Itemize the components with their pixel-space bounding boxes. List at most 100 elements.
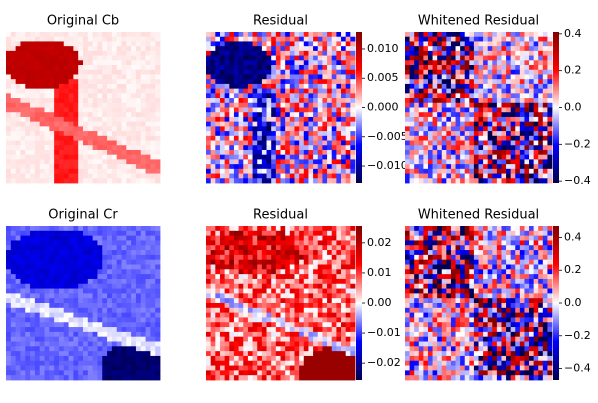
heatmap-cell — [419, 60, 424, 65]
heatmap-cell — [126, 145, 131, 150]
heatmap-cell — [267, 60, 272, 65]
heatmap-cell — [78, 332, 83, 337]
heatmap-cell — [220, 108, 225, 113]
heatmap-cell — [83, 70, 88, 75]
heatmap-cell — [136, 255, 141, 260]
heatmap-cell — [327, 108, 332, 113]
heatmap-cell — [515, 145, 520, 150]
heatmap-cell — [155, 298, 160, 303]
heatmap-cell — [59, 89, 64, 94]
heatmap-cell — [220, 298, 225, 303]
heatmap-cell — [308, 145, 313, 150]
heatmap-cell — [40, 327, 45, 332]
heatmap-cell — [497, 145, 502, 150]
heatmap-cell — [122, 89, 127, 94]
heatmap-cell — [313, 322, 318, 327]
heatmap-cell — [322, 231, 327, 236]
heatmap-cell — [294, 240, 299, 245]
heatmap-cell — [304, 150, 309, 155]
heatmap-cell — [122, 361, 127, 366]
heatmap-cell — [308, 279, 313, 284]
heatmap-cell — [78, 136, 83, 141]
heatmap-cell — [271, 169, 276, 174]
heatmap-cell — [253, 293, 258, 298]
heatmap-cell — [64, 74, 69, 79]
heatmap-cell — [122, 366, 127, 371]
heatmap-cell — [131, 103, 136, 108]
heatmap-cell — [538, 70, 543, 75]
heatmap-cell — [20, 108, 25, 113]
heatmap-cell — [131, 41, 136, 46]
heatmap-cell — [437, 108, 442, 113]
heatmap-cell — [346, 332, 351, 337]
heatmap-cell — [25, 313, 30, 318]
heatmap-cell — [64, 231, 69, 236]
heatmap-cell — [64, 136, 69, 141]
heatmap-cell — [93, 117, 98, 122]
heatmap-cell — [146, 231, 151, 236]
heatmap-cell — [336, 279, 341, 284]
heatmap-cell — [59, 293, 64, 298]
heatmap-cell — [469, 164, 474, 169]
heatmap-cell — [267, 293, 272, 298]
heatmap-cell — [229, 98, 234, 103]
heatmap-cell — [117, 308, 122, 313]
heatmap-cell — [30, 65, 35, 70]
heatmap-cell — [410, 155, 415, 160]
heatmap-cell — [20, 136, 25, 141]
heatmap-cell — [515, 164, 520, 169]
heatmap-cell — [433, 164, 438, 169]
heatmap-cell — [59, 41, 64, 46]
heatmap-cell — [225, 112, 230, 117]
heatmap-cell — [276, 236, 281, 241]
heatmap-cell — [253, 41, 258, 46]
heatmap-cell — [126, 226, 131, 231]
heatmap-cell — [423, 79, 428, 84]
heatmap-cell — [543, 174, 548, 179]
heatmap-cell — [299, 41, 304, 46]
heatmap-cell — [492, 136, 497, 141]
heatmap-cell — [155, 93, 160, 98]
heatmap-cell — [276, 103, 281, 108]
heatmap-cell — [332, 65, 337, 70]
heatmap-cell — [122, 41, 127, 46]
heatmap-cell — [332, 231, 337, 236]
heatmap-cell — [423, 150, 428, 155]
heatmap-cell — [515, 117, 520, 122]
heatmap-cell — [112, 322, 117, 327]
heatmap-cell — [126, 370, 131, 375]
heatmap-cell — [69, 226, 74, 231]
heatmap-cell — [428, 56, 433, 61]
heatmap-cell — [234, 308, 239, 313]
heatmap-cell — [299, 37, 304, 42]
heatmap-cell — [253, 74, 258, 79]
heatmap-cell — [88, 293, 93, 298]
heatmap-cell — [304, 145, 309, 150]
heatmap-cell — [93, 375, 98, 380]
heatmap-cell — [281, 274, 286, 279]
heatmap-cell — [59, 313, 64, 318]
heatmap-cell — [146, 37, 151, 42]
heatmap-cell — [45, 56, 50, 61]
heatmap-cell — [547, 89, 552, 94]
heatmap-cell — [543, 155, 548, 160]
heatmap-cell — [511, 70, 516, 75]
heatmap-cell — [543, 65, 548, 70]
heatmap-cell — [206, 178, 211, 183]
heatmap-cell — [136, 322, 141, 327]
heatmap-cell — [543, 46, 548, 51]
heatmap-cell — [54, 164, 59, 169]
heatmap-cell — [97, 141, 102, 146]
heatmap-cell — [211, 65, 216, 70]
heatmap-cell — [262, 65, 267, 70]
heatmap-cell — [492, 108, 497, 113]
heatmap-cell — [488, 74, 493, 79]
heatmap-cell — [483, 93, 488, 98]
heatmap-cell — [102, 84, 107, 89]
heatmap-cell — [220, 136, 225, 141]
heatmap-cell — [547, 46, 552, 51]
heatmap-cell — [88, 65, 93, 70]
heatmap-cell — [294, 84, 299, 89]
heatmap-cell — [40, 332, 45, 337]
heatmap-cell — [294, 342, 299, 347]
